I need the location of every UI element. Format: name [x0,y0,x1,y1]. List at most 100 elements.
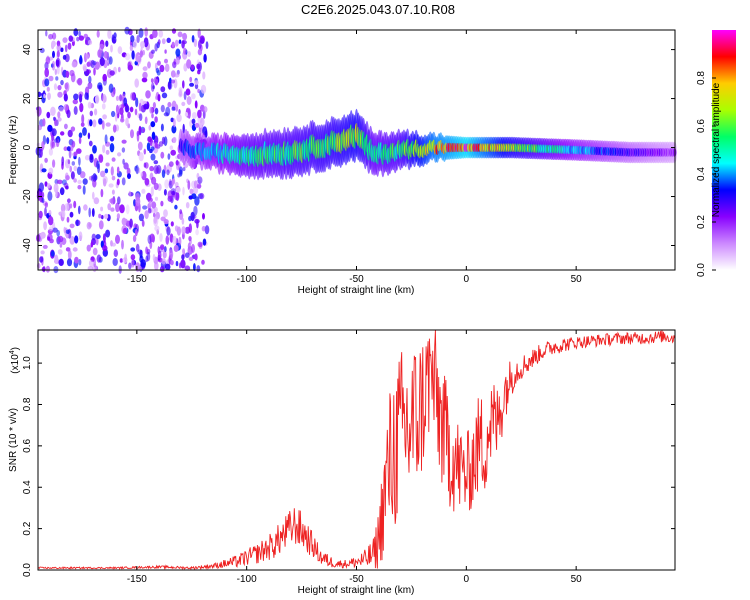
noise-blob [76,148,82,154]
colorbar-tick-label: 0.2 [696,215,707,229]
noise-blob [134,108,138,116]
noise-blob [191,35,195,43]
noise-blob [65,175,70,181]
noise-blob [188,256,194,261]
noise-blob [115,202,120,213]
noise-blob [103,51,108,59]
noise-blob [201,259,205,265]
noise-blob [145,255,149,263]
noise-blob [172,235,177,245]
noise-blob [178,87,183,95]
x-tick-label: -100 [237,274,257,285]
noise-blob [154,225,160,232]
noise-blob [78,35,85,41]
noise-blob [184,252,190,258]
noise-blob [65,229,70,235]
noise-blob [185,88,191,96]
noise-blob [109,70,115,76]
noise-blob [68,149,72,159]
noise-blob [173,244,179,252]
noise-blob [134,228,138,237]
noise-blob [112,258,118,266]
noise-blob [117,46,123,55]
noise-blob [175,48,181,57]
noise-blob [67,159,71,165]
noise-blob [116,178,120,186]
noise-blob [117,196,121,205]
noise-blob [167,101,172,108]
noise-blob [77,185,82,190]
noise-blob [105,149,110,155]
noise-blob [46,111,51,119]
noise-blob [147,234,152,244]
x-tick-label: 50 [571,574,583,585]
noise-blob [44,157,48,163]
noise-blob [124,53,131,61]
noise-blob [74,256,79,264]
noise-blob [99,57,105,66]
noise-blob [62,54,67,60]
noise-blob [98,220,104,230]
noise-blob [96,160,100,169]
noise-blob [159,64,165,73]
noise-blob [175,104,179,112]
noise-blob [73,200,77,209]
noise-blob [93,258,96,268]
noise-blob [194,100,198,109]
noise-blob [131,50,135,60]
noise-blob [129,44,134,52]
noise-blob [154,116,158,123]
noise-blob [86,221,92,230]
noise-blob [56,44,62,52]
noise-blob [101,103,106,110]
noise-blob [110,207,115,212]
noise-blob [171,28,177,34]
noise-blob [50,250,55,257]
noise-blob [142,205,148,210]
noise-blob [125,117,129,127]
noise-blob [62,37,68,43]
noise-blob [55,187,58,198]
noise-blob [127,111,131,119]
noise-blob [73,165,78,172]
noise-blob [78,132,83,139]
noise-blob [102,144,106,154]
noise-blob [134,78,139,88]
noise-blob [92,119,97,128]
noise-blob [57,235,64,243]
noise-blob [186,59,192,69]
noise-blob [127,64,133,71]
noise-blob [160,244,165,251]
noise-blob [47,124,53,132]
noise-blob [163,219,169,225]
noise-blob [157,94,161,102]
noise-blob [92,247,98,256]
noise-blob [179,209,183,215]
noise-blob [70,144,74,152]
noise-blob [67,42,72,50]
noise-blob [169,249,174,259]
noise-blob [197,176,203,184]
noise-blob [177,31,183,38]
noise-blob [117,152,122,157]
noise-blob [91,208,95,217]
noise-blob [139,50,143,58]
noise-blob [111,242,116,247]
noise-blob [137,141,143,151]
noise-blob [44,67,49,78]
noise-blob [55,76,59,81]
noise-blob [191,118,196,125]
noise-blob [86,61,91,67]
noise-blob [183,47,187,55]
noise-blob [143,37,149,48]
noise-blob [66,258,73,267]
noise-blob [203,53,207,63]
noise-blob [73,106,78,115]
spectrogram-x-label: Height of straight line (km) [298,285,415,296]
noise-blob [52,32,57,40]
y-tick-label: -20 [22,189,33,204]
noise-blob [140,259,146,268]
noise-blob [177,173,181,178]
noise-blob [97,49,102,58]
